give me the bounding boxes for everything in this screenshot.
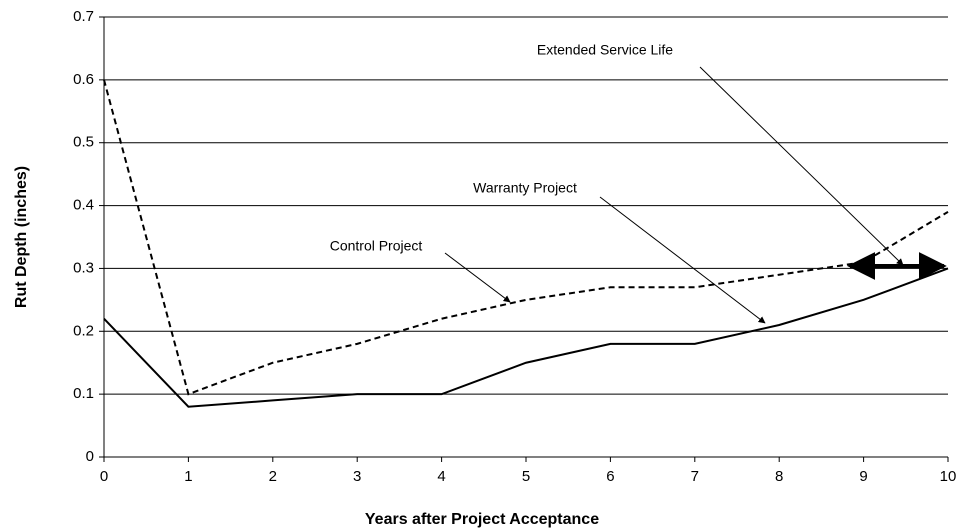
x-tick-label: 8 bbox=[775, 468, 783, 485]
x-tick-label: 5 bbox=[522, 468, 530, 485]
x-tick-label: 3 bbox=[353, 468, 361, 485]
annotation-label: Extended Service Life bbox=[537, 42, 673, 58]
x-tick-label: 7 bbox=[691, 468, 699, 485]
y-tick-label: 0.6 bbox=[73, 71, 94, 88]
series-line bbox=[103, 267, 949, 408]
annotation-arrow bbox=[444, 252, 511, 303]
annotation-label: Control Project bbox=[330, 238, 423, 254]
x-axis-label: Years after Project Acceptance bbox=[365, 511, 599, 528]
y-tick-label: 0.4 bbox=[73, 197, 94, 214]
annotation-label: Warranty Project bbox=[473, 180, 577, 196]
x-tick-label: 6 bbox=[606, 468, 614, 485]
series-line bbox=[103, 79, 949, 396]
x-tick-label: 4 bbox=[437, 468, 445, 485]
y-tick-label: 0.1 bbox=[73, 385, 94, 402]
x-tick-label: 1 bbox=[184, 468, 192, 485]
y-axis-label: Rut Depth (inches) bbox=[13, 166, 30, 308]
x-tick-label: 10 bbox=[940, 468, 957, 485]
annotation-arrow bbox=[599, 196, 766, 324]
y-tick-label: 0.3 bbox=[73, 259, 94, 276]
y-tick-label: 0.5 bbox=[73, 134, 94, 151]
annotation-arrow bbox=[699, 66, 904, 266]
y-tick-label: 0.2 bbox=[73, 322, 94, 339]
x-tick-label: 2 bbox=[269, 468, 277, 485]
x-tick-label: 9 bbox=[859, 468, 867, 485]
y-tick-label: 0 bbox=[86, 448, 94, 465]
y-tick-label: 0.7 bbox=[73, 8, 94, 25]
x-tick-label: 0 bbox=[100, 468, 108, 485]
